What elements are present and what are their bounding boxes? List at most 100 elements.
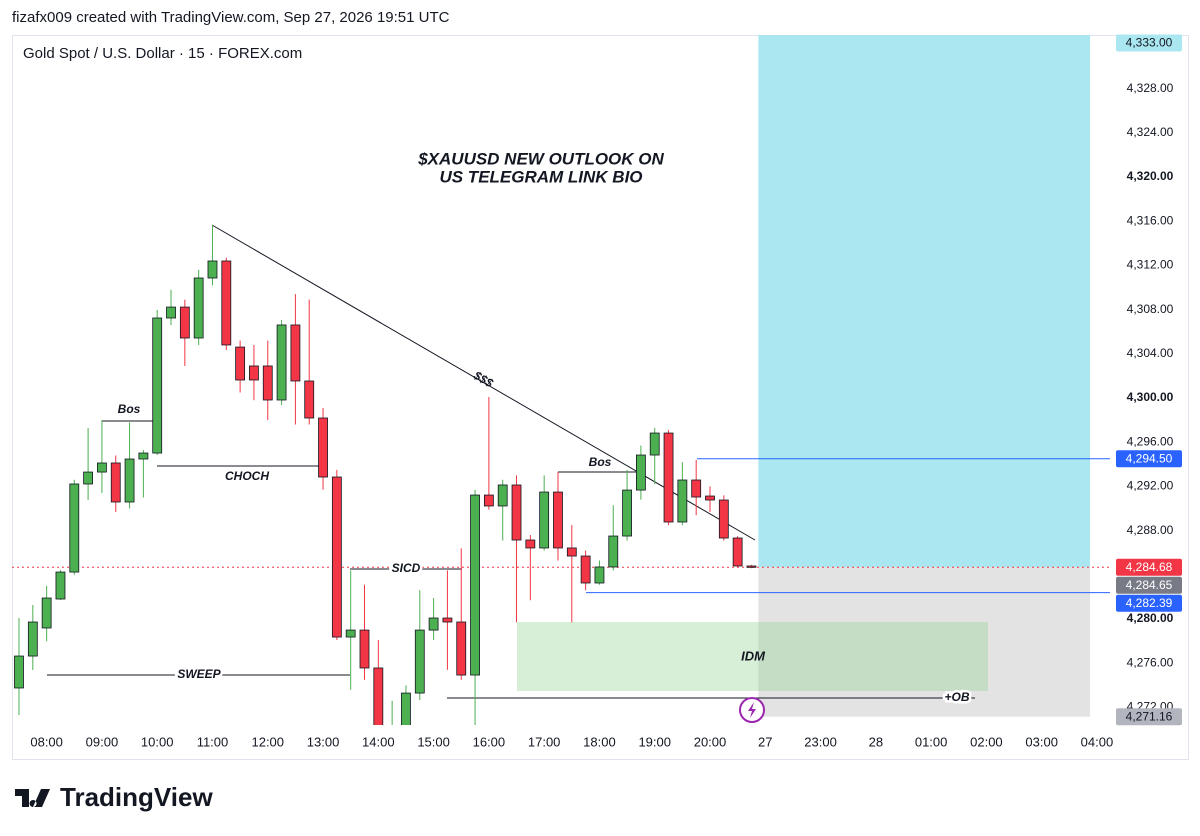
alert-icon-bolt xyxy=(748,702,756,718)
candle-body xyxy=(249,365,259,381)
candle-body xyxy=(414,629,425,694)
x-tick-label: 15:00 xyxy=(417,734,450,749)
idm-zone xyxy=(517,622,988,691)
y-tick-label: 4,280.00 xyxy=(1127,611,1174,625)
x-tick-label: 20:00 xyxy=(694,734,727,749)
y-tick-label: 4,316.00 xyxy=(1127,213,1174,227)
candle-body xyxy=(580,555,591,584)
price-tag xyxy=(1116,558,1182,576)
candle-body xyxy=(470,494,480,676)
annotation: US TELEGRAM LINK BIO xyxy=(439,167,642,186)
candle-body xyxy=(553,491,563,549)
candle-body xyxy=(691,479,702,498)
price-tag-label: 4,271.16 xyxy=(1126,709,1173,723)
annotation: Bos xyxy=(118,402,141,416)
chart-title: Gold Spot / U.S. Dollar · 15 · FOREX.com xyxy=(23,45,302,62)
candle-body xyxy=(622,489,632,537)
candle-body xyxy=(373,667,384,725)
y-tick-label: 4,320.00 xyxy=(1127,169,1174,183)
candle-body xyxy=(594,566,605,584)
chart-frame xyxy=(12,35,1189,760)
annotation: $XAUUSD NEW OUTLOOK ON xyxy=(417,149,664,168)
x-tick-label: 12:00 xyxy=(251,734,284,749)
candle-body xyxy=(608,535,619,568)
price-tag-label: 4,333.00 xyxy=(1126,36,1173,50)
x-tick-label: 11:00 xyxy=(197,734,229,749)
annotation: SWEEP xyxy=(177,667,221,681)
candle-body xyxy=(55,571,66,600)
x-tick-label: 14:00 xyxy=(362,734,395,749)
y-tick-label: 4,300.00 xyxy=(1127,390,1174,404)
target-zone xyxy=(758,35,1091,568)
candle-body xyxy=(193,277,204,339)
candle-body xyxy=(83,471,93,485)
candle-body xyxy=(732,537,743,567)
candle-body xyxy=(359,629,370,669)
header: fizafx009 created with TradingView.com, … xyxy=(12,9,450,26)
y-tick-label: 4,328.00 xyxy=(1127,81,1174,95)
logo-icon xyxy=(15,789,50,807)
candle-body xyxy=(276,324,287,401)
candle-body xyxy=(41,597,52,629)
candle-body xyxy=(14,655,24,689)
y-tick-label: 4,276.00 xyxy=(1127,655,1174,669)
candle-body xyxy=(677,479,688,523)
candle-body xyxy=(304,380,315,419)
y-tick-label: 4,288.00 xyxy=(1127,523,1174,537)
candle-body xyxy=(649,432,660,456)
plot xyxy=(12,35,1110,725)
price-tag xyxy=(1116,594,1182,612)
annotation: +OB xyxy=(944,690,969,704)
candle-body xyxy=(207,260,218,279)
candle-body xyxy=(179,306,190,339)
annotation: CHOCH xyxy=(225,469,269,483)
x-tick-label: 19:00 xyxy=(638,734,671,749)
candle-body xyxy=(345,629,356,638)
candle-body xyxy=(138,452,149,460)
x-tick-label: 27 xyxy=(758,734,772,749)
price-tag xyxy=(1116,34,1182,52)
y-tick-label: 4,312.00 xyxy=(1127,258,1174,272)
price-tag xyxy=(1116,708,1182,726)
candle-body xyxy=(539,491,550,549)
x-tick-label: 10:00 xyxy=(141,734,174,749)
y-tick-label: 4,296.00 xyxy=(1127,434,1174,448)
y-tick-label: 4,292.00 xyxy=(1127,479,1174,493)
x-tick-label: 23:00 xyxy=(804,734,837,749)
candle-body xyxy=(152,317,163,454)
candle-body xyxy=(262,365,273,401)
candle-body xyxy=(636,454,646,491)
axes: 4,272.004,276.004,280.004,288.004,292.00… xyxy=(30,34,1182,749)
candle-body xyxy=(331,476,342,638)
candle-body xyxy=(511,484,522,541)
candle-body xyxy=(525,539,536,549)
price-tag-label: 4,284.65 xyxy=(1126,578,1173,592)
candle-body xyxy=(663,432,674,523)
x-tick-label: 02:00 xyxy=(970,734,1003,749)
logo-text: TradingView xyxy=(60,782,213,812)
x-tick-label: 04:00 xyxy=(1081,734,1114,749)
candle-body xyxy=(27,621,38,657)
y-tick-label: 4,324.00 xyxy=(1127,125,1174,139)
candle-body xyxy=(428,617,439,631)
annotation: Bos xyxy=(589,455,612,469)
candle-body xyxy=(705,495,715,501)
candle-body xyxy=(235,346,246,381)
x-tick-label: 09:00 xyxy=(86,734,119,749)
candle-body xyxy=(718,499,729,539)
candle-body xyxy=(290,324,301,382)
annotation: SICD xyxy=(392,561,421,575)
y-tick-label: 4,308.00 xyxy=(1127,302,1174,316)
x-tick-label: 01:00 xyxy=(915,734,948,749)
candle-body xyxy=(566,547,577,557)
x-tick-label: 13:00 xyxy=(307,734,340,749)
candle-body xyxy=(69,483,80,573)
x-tick-label: 17:00 xyxy=(528,734,561,749)
candle-body xyxy=(221,260,232,346)
price-tag-label: 4,284.68 xyxy=(1126,560,1173,574)
candle-body xyxy=(442,617,453,623)
logo: TradingView xyxy=(15,782,213,812)
candle-body xyxy=(456,621,467,676)
candle-body xyxy=(497,484,508,507)
